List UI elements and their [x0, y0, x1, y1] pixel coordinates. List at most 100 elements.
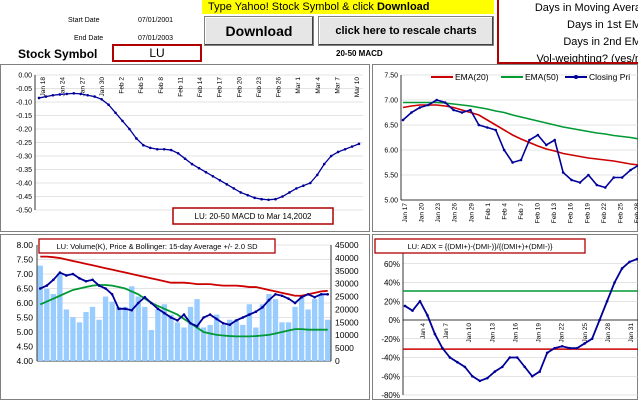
ema-series-2-point-15	[528, 139, 531, 142]
macd-line-point-25	[212, 175, 215, 178]
macd-line-point-8	[93, 95, 96, 98]
ema-series-2-point-26	[621, 176, 624, 179]
vol-bar-3	[57, 273, 62, 361]
macd-xtick-13: Mar 1	[295, 77, 302, 94]
macd-ytick-3: -0.15	[16, 113, 32, 120]
macd-xtick-10: Feb 20	[236, 77, 243, 98]
adx-xtick-1: Jan 7	[443, 323, 450, 339]
adx-series-line-point-1	[411, 309, 414, 312]
vol-bar-41	[305, 309, 310, 361]
vol-ytick-left-0: 8.00	[16, 240, 33, 250]
ema-xtick-6: Feb 4	[501, 203, 508, 220]
start-date-value[interactable]: 07/01/2001	[138, 17, 173, 24]
vol-bar-23	[188, 307, 193, 361]
vol-series-price-point-12	[117, 308, 120, 311]
macd-ytick-10: -0.50	[16, 208, 32, 215]
ema-series-2-point-7	[461, 111, 464, 114]
adx-series-line-point-3	[426, 314, 429, 317]
vol-series-price-point-4	[65, 274, 68, 277]
macd-line-point-9	[100, 98, 103, 101]
macd-line-point-17	[156, 148, 159, 151]
macd-line-point-29	[239, 191, 242, 194]
macd-xtick-15: Mar 7	[334, 77, 341, 94]
vol-ytick-right-0: 45000	[335, 240, 359, 250]
vol-bar-28	[221, 325, 226, 361]
ema-xtick-10: Feb 16	[568, 203, 575, 224]
adx-ytick-6: -60%	[381, 372, 400, 381]
ema-ytick-1: 7.00	[384, 98, 398, 105]
macd-line-point-27	[226, 183, 229, 186]
vol-series-price-point-14	[130, 309, 133, 312]
end-date-value[interactable]: 07/01/2003	[138, 35, 173, 42]
macd-ytick-8: -0.40	[16, 181, 32, 188]
macd-xtick-7: Feb 11	[177, 77, 184, 97]
yahoo-prompt-bold: Download	[377, 1, 430, 13]
yahoo-prompt-text: Type Yahoo! Stock Symbol & click	[208, 1, 377, 13]
adx-series-line-point-16	[523, 366, 526, 369]
macd-xtick-8: Feb 14	[197, 77, 204, 98]
adx-ytick-7: -80%	[381, 391, 400, 400]
vol-ytick-right-2: 35000	[335, 266, 359, 276]
macd-line-point-15	[142, 144, 145, 147]
vol-series-price-point-42	[313, 296, 316, 299]
download-button[interactable]: Download	[204, 16, 314, 46]
volume-chart-svg: 8.007.507.006.506.005.505.004.504.004500…	[1, 235, 371, 401]
symbol-input[interactable]: LU	[112, 44, 202, 62]
vol-ytick-left-2: 7.00	[16, 269, 33, 279]
ema-series-2-point-22	[587, 174, 590, 177]
vol-bar-17	[149, 330, 154, 361]
ema-ytick-0: 7.50	[384, 73, 398, 80]
macd-line-point-44	[344, 148, 347, 151]
vol-series-price-point-28	[222, 322, 225, 325]
vol-bar-6	[77, 322, 82, 361]
ema-series-0	[403, 105, 638, 165]
macd-line-point-12	[121, 120, 124, 123]
adx-xtick-8: Jan 28	[605, 323, 612, 343]
rescale-button[interactable]: click here to rescale charts	[318, 16, 494, 46]
adx-series-line-point-22	[568, 347, 571, 350]
macd-xtick-16: Mar 10	[354, 77, 361, 98]
adx-xtick-4: Jan 16	[512, 323, 519, 343]
ema-series-2-point-21	[579, 181, 582, 184]
ema-series-2-point-23	[596, 184, 599, 187]
vol-series-price-point-19	[163, 312, 166, 315]
macd-line-point-26	[219, 179, 222, 182]
adx-series-line-point-18	[538, 370, 541, 373]
adx-title: LU: ADX = {(DMI+)-(DMI-)}/{(DMI+)+(DMI-)…	[407, 242, 553, 251]
vol-bar-35	[266, 294, 271, 361]
adx-xtick-7: Jan 25	[582, 323, 589, 343]
vol-series-price-point-13	[124, 308, 127, 311]
ema-xtick-13: Feb 25	[617, 203, 624, 224]
ema-series-2-point-12	[503, 149, 506, 152]
vol-bar-13	[123, 307, 128, 361]
ema-series-2-point-25	[612, 176, 615, 179]
vol-series-price-point-26	[209, 313, 212, 316]
vol-bar-9	[96, 320, 101, 361]
macd-ytick-2: -0.10	[16, 100, 32, 107]
vol-bar-0	[38, 266, 43, 361]
macd-line-point-39	[309, 182, 312, 185]
vol-bar-24	[194, 299, 199, 361]
ema-series-2-point-11	[494, 129, 497, 132]
macd-xtick-9: Feb 17	[217, 77, 224, 98]
vol-series-price-point-3	[59, 271, 62, 274]
vol-series-price-point-24	[196, 325, 199, 328]
ema-ytick-5: 5.00	[384, 198, 398, 205]
macd-line-point-42	[330, 155, 333, 158]
vol-series-price-point-20	[170, 316, 173, 319]
vol-series-price-point-37	[281, 294, 284, 297]
adx-series-line-point-9	[471, 375, 474, 378]
macd-line-point-40	[316, 174, 319, 177]
macd-line-point-5	[72, 92, 75, 95]
macd-label: 20-50 MACD	[336, 49, 383, 58]
adx-series-line-point-6	[449, 356, 452, 359]
vol-bar-34	[260, 304, 265, 361]
macd-line-point-35	[281, 195, 284, 198]
adx-ytick-1: 40%	[384, 279, 400, 288]
vol-bar-39	[292, 307, 297, 361]
vol-series-price-point-32	[248, 313, 251, 316]
vol-bar-12	[116, 307, 121, 361]
adx-series-line-point-20	[553, 347, 556, 350]
